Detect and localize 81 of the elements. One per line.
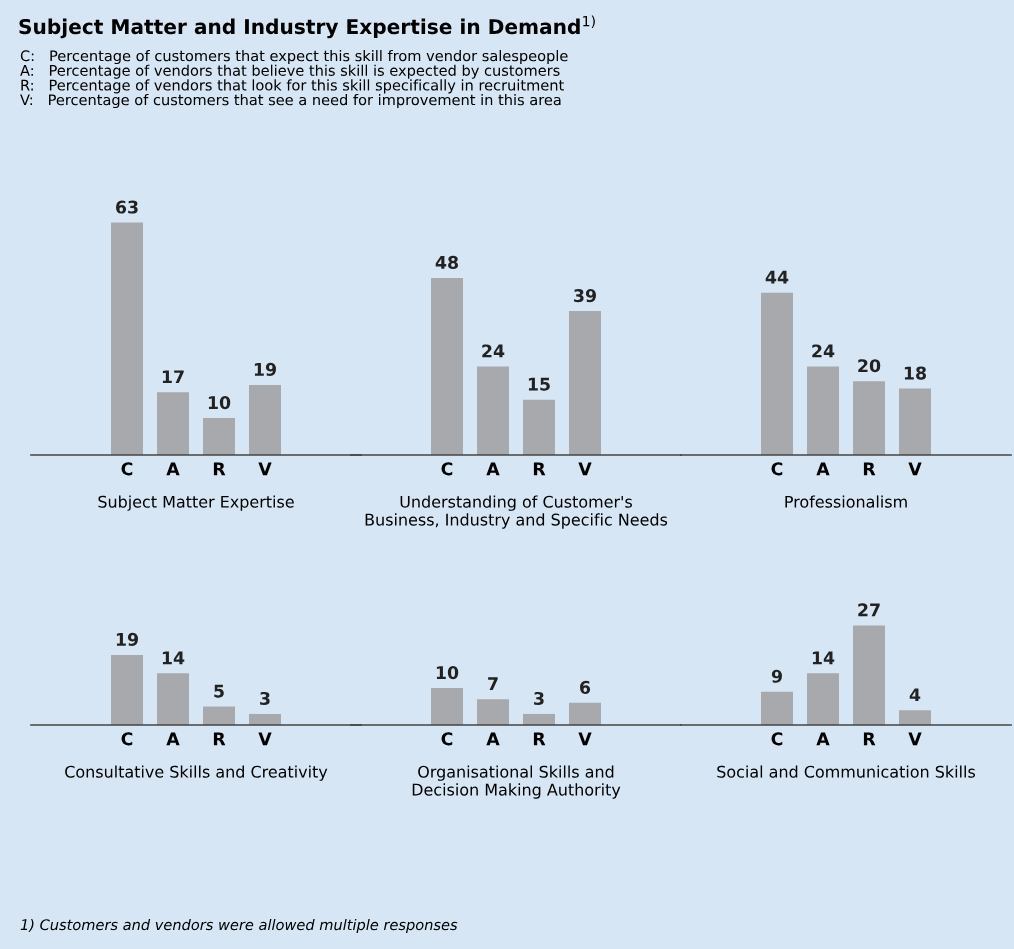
x-tick-label: V: [258, 462, 272, 476]
bar: [157, 673, 189, 725]
x-tick-label: A: [166, 732, 180, 746]
bar: [111, 654, 143, 725]
data-label: 24: [812, 344, 835, 358]
x-tick-label: C: [121, 732, 133, 746]
data-label: 48: [435, 255, 458, 269]
data-label: 4: [909, 688, 921, 702]
bar: [157, 392, 189, 455]
x-tick-label: A: [166, 462, 180, 476]
x-tick-label: C: [441, 732, 453, 746]
data-label: 3: [534, 691, 544, 706]
bar: [761, 691, 793, 725]
x-tick-label: V: [578, 462, 592, 476]
x-axis-title: Professionalism: [785, 495, 907, 508]
x-tick-label: C: [441, 462, 453, 476]
data-label: 3: [260, 691, 270, 706]
data-label: 5: [214, 684, 224, 698]
data-label: 15: [528, 377, 550, 391]
x-axis-title: Subject Matter Expertise: [98, 495, 294, 511]
text: C: Percentage of customers that expect this skill from vendor salespeople A: Percentage of vendors that believe this skill is expected by customers R: Percentage of vendors that look for this skill specifically in recruitment V: Percentage of customers that see a need for improvement in this area: [20, 50, 568, 109]
x-tick-label: V: [908, 732, 922, 746]
bar: [249, 384, 281, 455]
data-label: 63: [116, 200, 138, 214]
x-tick-label: V: [258, 732, 272, 746]
data-label: 24: [482, 344, 505, 358]
text: 1) Customers and vendors were allowed multiple responses: [20, 918, 458, 934]
data-label: 10: [208, 396, 231, 410]
data-label: 6: [580, 680, 591, 694]
x-tick-label: C: [771, 732, 783, 746]
data-label: 44: [765, 270, 789, 284]
data-label: 14: [162, 651, 185, 665]
bar: [431, 277, 463, 455]
data-label: 27: [858, 603, 880, 617]
data-label: 7: [488, 677, 498, 691]
x-tick-label: C: [121, 462, 133, 476]
x-axis-title: Consultative Skills and Creativity: [65, 765, 328, 781]
bar: [203, 706, 235, 725]
x-axis-title: Organisational Skills and Decision Making Authority: [412, 765, 621, 799]
data-label: 19: [254, 362, 276, 376]
text: Subject Matter and Industry Expertise in Demand$^{1)}$: [19, 15, 595, 39]
data-label: 17: [162, 370, 184, 384]
x-axis-title: Social and Communication Skills: [717, 765, 975, 778]
data-label: 10: [436, 666, 459, 680]
x-tick-label: V: [578, 732, 592, 746]
x-tick-label: A: [816, 732, 830, 746]
x-tick-label: A: [486, 732, 500, 746]
bar: [899, 710, 931, 725]
data-label: 39: [574, 289, 596, 303]
x-tick-label: C: [771, 462, 783, 476]
bar: [203, 418, 235, 455]
bar: [761, 292, 793, 455]
data-label: 9: [771, 669, 782, 683]
x-tick-label: R: [863, 732, 876, 746]
x-tick-label: A: [816, 462, 830, 476]
bar: [431, 688, 463, 725]
bar: [807, 366, 839, 455]
bar: [249, 713, 281, 725]
x-tick-label: R: [863, 462, 876, 476]
bar: [569, 702, 601, 725]
x-tick-label: R: [533, 462, 546, 476]
bar: [111, 222, 143, 455]
x-tick-label: V: [908, 462, 922, 476]
x-axis-title: Understanding of Customer's Business, Industry and Specific Needs: [365, 495, 668, 529]
x-tick-label: R: [213, 732, 226, 746]
x-tick-label: R: [213, 462, 226, 476]
x-tick-label: A: [486, 462, 500, 476]
data-label: 20: [858, 359, 881, 373]
bar: [477, 699, 509, 725]
bar: [523, 399, 555, 455]
data-label: 19: [116, 632, 138, 646]
bar: [807, 673, 839, 725]
data-label: 18: [904, 366, 926, 380]
bar: [899, 388, 931, 455]
x-tick-label: R: [533, 732, 546, 746]
bar: [853, 381, 885, 455]
data-label: 14: [812, 651, 835, 665]
bar: [569, 311, 601, 455]
bar: [853, 625, 885, 725]
bar: [477, 366, 509, 455]
bar: [523, 713, 555, 725]
